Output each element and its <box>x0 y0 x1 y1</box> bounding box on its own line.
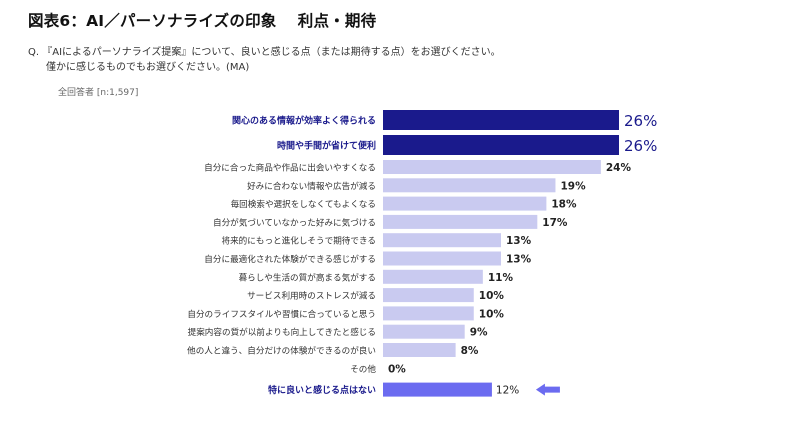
value-label: 10% <box>479 308 505 320</box>
category-label: 将来的にもっと進化しそうで期待できる <box>221 235 376 247</box>
bar <box>383 233 501 248</box>
bar <box>383 135 619 155</box>
value-label: 9% <box>470 327 488 339</box>
category-label: 時間や手間が省けて便利 <box>277 140 376 152</box>
respondent-base: 全回答者 [n:1,597] <box>58 88 139 98</box>
bar <box>383 251 501 266</box>
value-label: 13% <box>506 235 532 247</box>
bar <box>383 178 556 193</box>
bar <box>383 306 474 321</box>
category-label: 自分が気づいていなかった好みに気づける <box>213 216 376 228</box>
value-label: 12% <box>496 385 519 397</box>
bar <box>383 382 492 397</box>
bar <box>383 288 474 303</box>
value-label: 26% <box>624 137 657 155</box>
question-line-1: Q. 『AIによるパーソナライズ提案』について、良いと感じる点（または期待する点… <box>28 47 501 58</box>
category-label: 毎回検索や選択をしなくてもよくなる <box>231 198 376 210</box>
value-label: 8% <box>461 345 479 357</box>
bar <box>383 324 465 339</box>
value-label: 24% <box>606 162 632 174</box>
value-label: 10% <box>479 290 505 302</box>
value-label: 11% <box>488 272 514 284</box>
bar <box>383 214 538 229</box>
value-label: 17% <box>542 217 568 229</box>
chart-title: 図表6：AI／パーソナライズの印象 利点・期待 <box>28 12 377 30</box>
bar <box>383 110 619 130</box>
category-label: サービス利用時のストレスが減る <box>247 290 376 302</box>
category-label: 特に良いと感じる点はない <box>268 384 376 396</box>
question-line-2: 僅かに感じるものでもお選びください。(MA) <box>46 62 250 73</box>
value-label: 0% <box>388 363 406 375</box>
category-label: 自分に合った商品や作品に出会いやすくなる <box>204 162 376 174</box>
value-label: 26% <box>624 112 657 130</box>
category-label: その他 <box>350 363 376 375</box>
bar <box>383 196 547 211</box>
category-label: 関心のある情報が効率よく得られる <box>232 115 376 127</box>
question-text: Q. 『AIによるパーソナライズ提案』について、良いと感じる点（または期待する点… <box>28 45 501 75</box>
bar <box>383 343 456 357</box>
bar <box>383 160 601 174</box>
value-label: 19% <box>560 180 586 192</box>
category-label: 自分のライフスタイルや習慣に合っていると思う <box>187 308 376 320</box>
category-label: 自分に最適化された体験ができる感じがする <box>204 253 376 265</box>
category-label: 提案内容の質が以前よりも向上してきたと感じる <box>188 326 376 338</box>
category-label: 他の人と違う、自分だけの体験ができるのが良い <box>187 345 376 357</box>
bar <box>383 269 483 284</box>
category-label: 暮らしや生活の質が高まる気がする <box>239 271 376 283</box>
highlight-arrow-icon <box>535 383 560 396</box>
value-label: 18% <box>551 199 577 211</box>
value-label: 13% <box>506 254 532 266</box>
category-label: 好みに合わない情報や広告が減る <box>247 180 376 192</box>
